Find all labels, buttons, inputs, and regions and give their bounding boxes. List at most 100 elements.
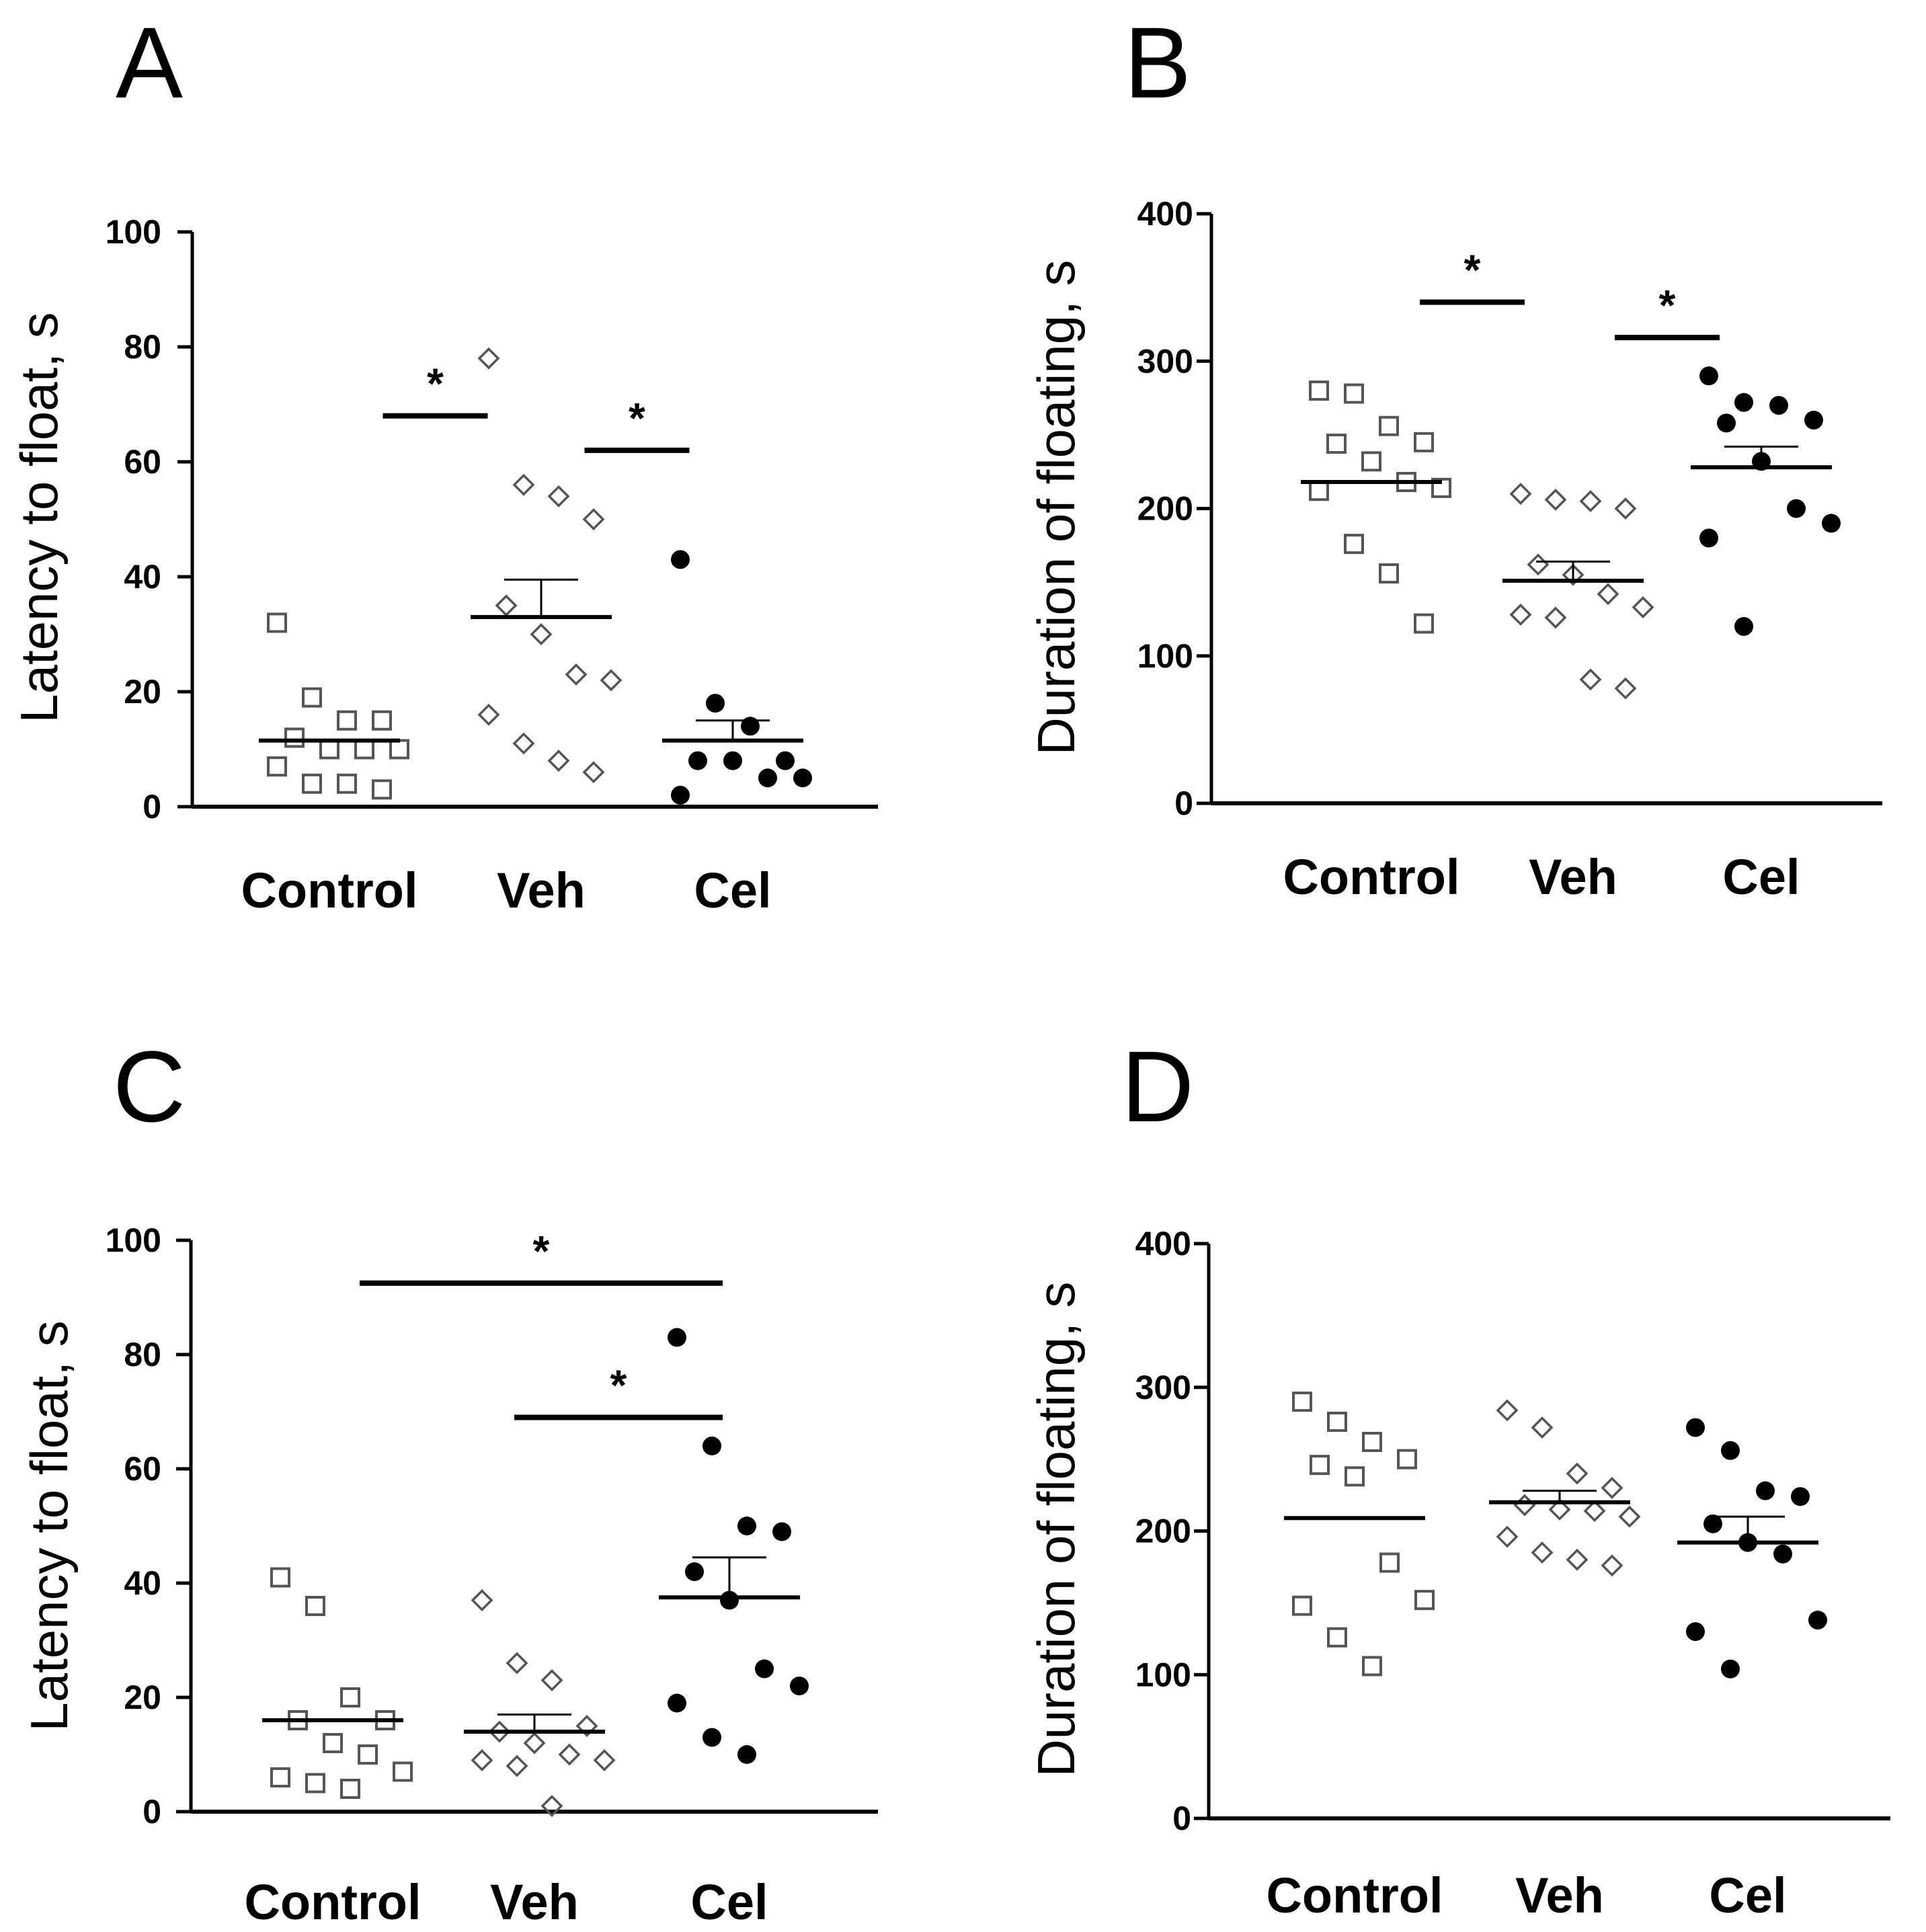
y-tick-label: 100 (1135, 1656, 1191, 1693)
data-point (506, 1755, 528, 1777)
y-tick-label: 0 (143, 1793, 161, 1830)
data-point (495, 594, 518, 617)
data-point (506, 1652, 528, 1675)
data-point (1787, 499, 1806, 518)
data-point (471, 1589, 493, 1611)
series-veh (1502, 483, 1654, 700)
data-point (1292, 1392, 1312, 1412)
data-point (703, 1437, 721, 1455)
y-tick-label: 0 (1172, 1800, 1191, 1837)
data-point (389, 739, 409, 760)
data-point (319, 739, 339, 760)
data-point (547, 750, 570, 772)
panel-letter: A (116, 6, 183, 119)
panel-a: A Latency to float, s 0 20 40 60 80 100 Control V… (9, 6, 878, 918)
y-axis-label: Latency to float, s (19, 1320, 79, 1731)
y-tick-label: 100 (1137, 637, 1193, 675)
panel-letter: B (1124, 6, 1191, 119)
data-point (1310, 1455, 1330, 1476)
data-point (1531, 1416, 1554, 1439)
y-tick-label: 300 (1137, 342, 1193, 380)
category-label-control: Control (1283, 849, 1459, 905)
y-tick-label: 200 (1135, 1513, 1191, 1550)
y-tick-label: 80 (124, 1336, 161, 1373)
data-point (1379, 563, 1399, 583)
data-point (668, 1328, 686, 1347)
data-point (1414, 432, 1434, 452)
category-label-cel: Cel (690, 1874, 768, 1930)
data-point (758, 768, 777, 788)
y-tick-label: 400 (1137, 195, 1193, 233)
data-point (354, 739, 374, 760)
data-point (1601, 1476, 1623, 1499)
data-point (477, 347, 500, 370)
data-point (1414, 1590, 1435, 1611)
data-point (1509, 603, 1532, 626)
y-tick-label: 400 (1135, 1225, 1191, 1262)
category-label-cel: Cel (1722, 849, 1800, 905)
data-point (1579, 668, 1602, 691)
data-point (1808, 1611, 1827, 1630)
data-point (1327, 1627, 1347, 1648)
data-point (1822, 514, 1841, 533)
data-point (547, 485, 570, 508)
data-point (688, 751, 707, 770)
data-point (270, 1767, 290, 1787)
data-point (600, 669, 623, 692)
data-point (1562, 563, 1584, 586)
series-cel (659, 1328, 809, 1764)
category-label-cel: Cel (694, 862, 771, 918)
data-point (340, 1779, 360, 1799)
data-point (1527, 553, 1550, 576)
data-point (706, 694, 725, 713)
data-point (1769, 396, 1788, 415)
data-point (372, 710, 392, 731)
y-tick-label: 20 (124, 673, 161, 711)
data-point (1327, 1412, 1347, 1433)
data-point (737, 1517, 756, 1535)
data-point (1583, 1500, 1606, 1523)
data-point (1699, 528, 1718, 548)
series-control (1284, 1392, 1435, 1677)
y-tick-label: 60 (124, 443, 161, 481)
category-label-control: Control (244, 1874, 421, 1930)
data-point (1548, 1498, 1571, 1521)
data-point (582, 761, 605, 784)
panel-b: B Duration of floating, s 0 100 200 300 400 Con… (1027, 6, 1882, 905)
data-point (540, 1795, 563, 1817)
data-point (323, 1733, 343, 1753)
panel-c: C Latency to float, s 0 20 40 60 80 100 Control V… (19, 1030, 878, 1930)
data-point (772, 1522, 791, 1541)
panel-d: D Duration of floating, s 0 100 200 300 400 Con… (1027, 1030, 1890, 1923)
data-point (1579, 490, 1602, 513)
data-point (488, 1720, 511, 1743)
data-point (523, 1732, 546, 1755)
data-point (477, 703, 500, 726)
data-point (1292, 1595, 1312, 1616)
y-axis-label: Latency to float, s (9, 312, 69, 723)
data-point (1601, 1554, 1623, 1577)
data-point (685, 1562, 704, 1581)
significance-star: * (1659, 281, 1676, 329)
data-point (1309, 380, 1329, 401)
data-point (1734, 393, 1753, 412)
data-point (1344, 534, 1364, 555)
category-label-cel: Cel (1709, 1867, 1786, 1923)
data-point (558, 1743, 581, 1766)
series-control (259, 612, 409, 800)
y-tick-label: 40 (124, 558, 161, 596)
data-point (1496, 1399, 1519, 1422)
category-label-control: Control (241, 862, 417, 918)
data-point (1734, 616, 1753, 636)
data-point (790, 1677, 809, 1695)
y-tick-label: 100 (106, 1221, 161, 1259)
y-axis-label: Duration of floating, s (1027, 259, 1086, 755)
data-point (340, 1687, 360, 1707)
data-point (1721, 1659, 1740, 1679)
data-point (565, 663, 588, 686)
category-label-control: Control (1266, 1867, 1443, 1923)
data-point (372, 779, 392, 800)
data-point (671, 550, 690, 569)
series-veh (471, 347, 623, 784)
